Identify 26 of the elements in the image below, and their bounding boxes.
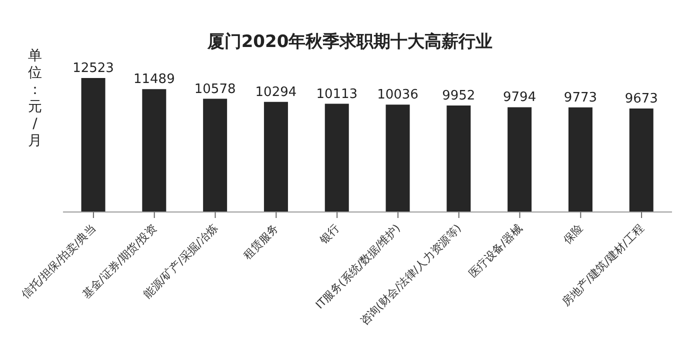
data-label: 10113 bbox=[316, 86, 358, 102]
data-label: 12523 bbox=[72, 61, 114, 76]
data-label: 10036 bbox=[377, 88, 418, 103]
data-label: 9673 bbox=[624, 91, 658, 106]
bar bbox=[508, 107, 532, 212]
data-label: 10578 bbox=[194, 82, 236, 97]
data-label: 9773 bbox=[564, 90, 598, 106]
x-tick-label: 租赁服务 bbox=[240, 222, 282, 262]
chart-title: 厦门2020年秋季求职期十大高薪行业 bbox=[207, 32, 493, 52]
bar bbox=[568, 107, 592, 212]
bar bbox=[446, 106, 471, 212]
bar bbox=[264, 102, 288, 212]
x-tick-label: 保险 bbox=[560, 222, 586, 247]
bar bbox=[324, 104, 349, 212]
y-axis-title: 单位：元/月 bbox=[27, 48, 43, 150]
x-tick-label: 银行 bbox=[316, 222, 342, 248]
x-tick-label: 医疗设备/器械 bbox=[466, 222, 525, 280]
data-label: 9952 bbox=[442, 88, 476, 104]
data-label: 10294 bbox=[255, 84, 297, 100]
data-label: 9794 bbox=[503, 90, 536, 106]
bar bbox=[629, 108, 654, 212]
data-label: 11489 bbox=[133, 72, 175, 88]
bar bbox=[81, 78, 106, 212]
bar bbox=[142, 89, 166, 212]
bar bbox=[203, 98, 228, 212]
bar bbox=[386, 104, 410, 212]
